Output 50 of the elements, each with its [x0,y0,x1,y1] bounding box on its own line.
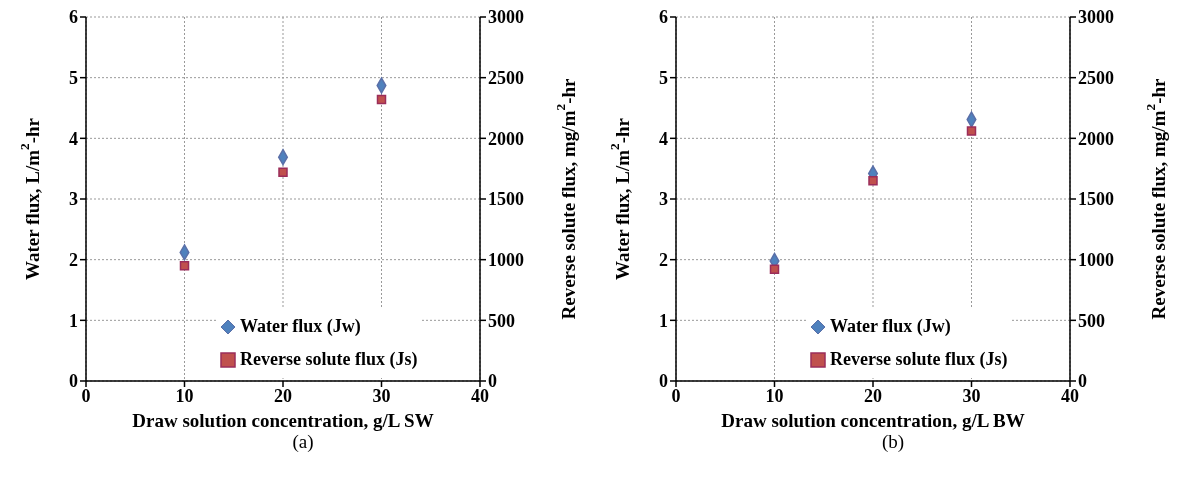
y-tick-label: 6 [659,7,668,28]
y2-tick-label: 0 [488,371,497,392]
x-tick-label: 20 [864,385,882,406]
y2-tick-label: 2000 [488,128,524,149]
point [868,176,878,186]
y-tick-label: 4 [659,128,668,149]
y-tick-label: 3 [69,189,78,210]
point [966,126,977,136]
y-tick-label: 5 [659,68,668,89]
x-tick-label: 10 [765,385,784,406]
point [278,167,288,178]
y-tick-label: 3 [659,189,668,210]
y2-tick-label: 500 [488,310,515,331]
y2-tick-label: 2500 [1078,68,1114,89]
x-tick-label: 20 [274,385,292,406]
x-tick-label: 40 [1061,385,1079,406]
point [179,260,190,271]
x-tick-label: 30 [962,385,981,406]
y-tick-label: 1 [659,310,668,331]
text: (a) [291,431,315,453]
x-axis-title: Draw solution concentration, g/L BW [721,410,1025,431]
y2-tick-label: 0 [1078,371,1087,392]
text: (b) [880,431,906,453]
y-tick-label: 1 [69,310,78,331]
x-tick-label: 40 [471,385,489,406]
x-axis-title: Draw solution concentration, g/L SW [132,410,434,431]
legend-label: Reverse solute flux (Js) [240,349,418,370]
y2-tick-label: 1000 [488,250,524,271]
y2-tick-label: 500 [1078,310,1105,331]
y-tick-label: 0 [659,371,668,392]
x-tick-label: 30 [372,385,391,406]
y2-tick-label: 1000 [1078,250,1114,271]
point [769,264,780,275]
point [376,94,387,105]
y2-tick-label: 2000 [1078,128,1114,149]
y-tick-label: 5 [69,68,78,89]
legend-label: Water flux (Jw) [240,316,361,337]
y-tick-label: 4 [69,128,78,149]
y-tick-label: 2 [69,250,78,271]
y-tick-label: 6 [69,7,78,28]
y2-tick-label: 1500 [1078,189,1114,210]
legend-label: Water flux (Jw) [830,316,951,337]
legend-label: Reverse solute flux (Js) [830,349,1008,370]
y-tick-label: 2 [659,250,668,271]
y2-tick-label: 1500 [488,189,524,210]
y2-tick-label: 3000 [488,7,524,28]
y-tick-label: 0 [69,371,78,392]
x-tick-label: 10 [175,385,194,406]
y2-tick-label: 3000 [1078,7,1114,28]
y2-tick-label: 2500 [488,68,524,89]
